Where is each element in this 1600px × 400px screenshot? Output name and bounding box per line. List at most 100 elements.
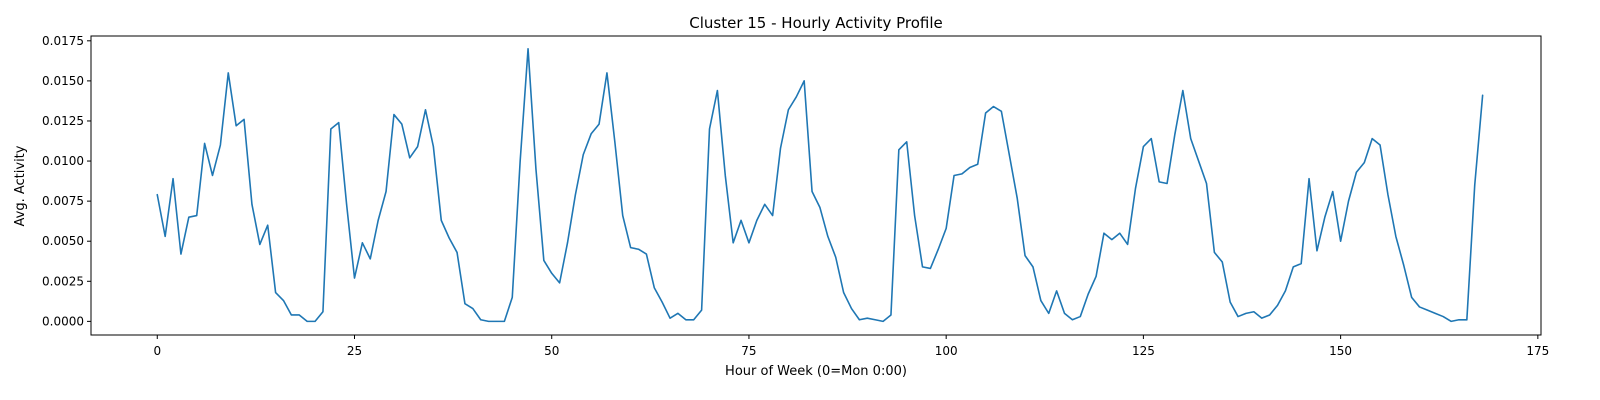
data-point — [1411, 296, 1413, 298]
data-point — [1474, 184, 1476, 186]
data-point — [819, 207, 821, 209]
data-point — [361, 242, 363, 244]
data-point — [1135, 187, 1137, 189]
data-point — [306, 320, 308, 322]
data-point — [464, 303, 466, 305]
data-point — [953, 175, 955, 177]
data-point — [716, 90, 718, 92]
data-point — [1482, 94, 1484, 96]
data-point — [219, 144, 221, 146]
data-point — [843, 292, 845, 294]
data-point — [212, 175, 214, 177]
x-tick-label: 50 — [544, 344, 559, 358]
data-point — [622, 215, 624, 217]
data-point — [456, 252, 458, 254]
data-point — [243, 118, 245, 120]
data-point — [1332, 191, 1334, 193]
data-point — [1253, 311, 1255, 313]
data-point — [519, 160, 521, 162]
data-point — [409, 157, 411, 159]
data-point — [1079, 316, 1081, 318]
data-point — [401, 123, 403, 125]
data-point — [653, 287, 655, 289]
data-point — [1285, 290, 1287, 292]
y-tick-label: 0.0100 — [42, 154, 84, 168]
data-point — [961, 173, 963, 175]
y-axis-label: Avg. Activity — [13, 145, 28, 226]
data-point — [188, 216, 190, 218]
data-point — [772, 215, 774, 217]
data-point — [1450, 320, 1452, 322]
data-point — [701, 309, 703, 311]
data-point — [314, 320, 316, 322]
data-point — [1324, 216, 1326, 218]
data-point — [1292, 266, 1294, 268]
data-point — [1198, 160, 1200, 162]
data-point — [330, 128, 332, 130]
data-point — [551, 272, 553, 274]
data-points — [156, 48, 1483, 322]
data-point — [1174, 133, 1176, 135]
x-tick-label: 150 — [1329, 344, 1352, 358]
data-point — [1458, 319, 1460, 321]
data-point — [1371, 138, 1373, 140]
data-point — [614, 141, 616, 143]
data-point — [425, 109, 427, 111]
data-point — [787, 109, 789, 111]
data-point — [693, 319, 695, 321]
data-point — [969, 167, 971, 169]
data-point — [322, 311, 324, 313]
y-tick-label: 0.0125 — [42, 114, 84, 128]
data-point — [803, 80, 805, 82]
data-point — [922, 266, 924, 268]
data-point — [1048, 312, 1050, 314]
data-point — [724, 175, 726, 177]
data-point — [890, 314, 892, 316]
y-tick-label: 0.0150 — [42, 74, 84, 88]
y-tick-label: 0.0175 — [42, 34, 84, 48]
x-tick-label: 75 — [741, 344, 756, 358]
data-point — [432, 146, 434, 148]
data-point — [180, 253, 182, 255]
data-point — [1427, 309, 1429, 311]
data-point — [1419, 306, 1421, 308]
data-point — [835, 256, 837, 258]
y-axis: 0.0000 0.0025 0.0050 0.0075 0.0100 0.0125 0.01… — [42, 34, 91, 328]
data-point — [677, 312, 679, 314]
data-point — [1245, 312, 1247, 314]
data-point — [393, 114, 395, 116]
data-point — [377, 219, 379, 221]
data-point — [196, 215, 198, 217]
data-point — [543, 260, 545, 262]
data-point — [858, 319, 860, 321]
data-point — [1308, 178, 1310, 180]
data-point — [1087, 293, 1089, 295]
data-point — [1111, 239, 1113, 241]
data-point — [1363, 162, 1365, 164]
data-point — [1403, 264, 1405, 266]
data-point — [630, 247, 632, 249]
data-point — [906, 141, 908, 143]
data-point — [898, 149, 900, 151]
data-point — [977, 163, 979, 165]
data-point — [1024, 255, 1026, 257]
data-point — [914, 215, 916, 217]
data-point — [598, 123, 600, 125]
data-point — [559, 282, 561, 284]
x-tick-label: 125 — [1132, 344, 1155, 358]
data-point — [748, 242, 750, 244]
data-point — [1016, 197, 1018, 199]
data-point — [1000, 110, 1002, 112]
data-point — [1166, 183, 1168, 185]
data-point — [385, 191, 387, 193]
data-point — [638, 248, 640, 250]
y-tick-label: 0.0000 — [42, 314, 84, 328]
data-point — [503, 320, 505, 322]
data-point — [1229, 301, 1231, 303]
data-point — [937, 248, 939, 250]
data-point — [156, 194, 158, 196]
data-point — [369, 258, 371, 260]
data-point — [511, 296, 513, 298]
data-point — [1158, 181, 1160, 183]
